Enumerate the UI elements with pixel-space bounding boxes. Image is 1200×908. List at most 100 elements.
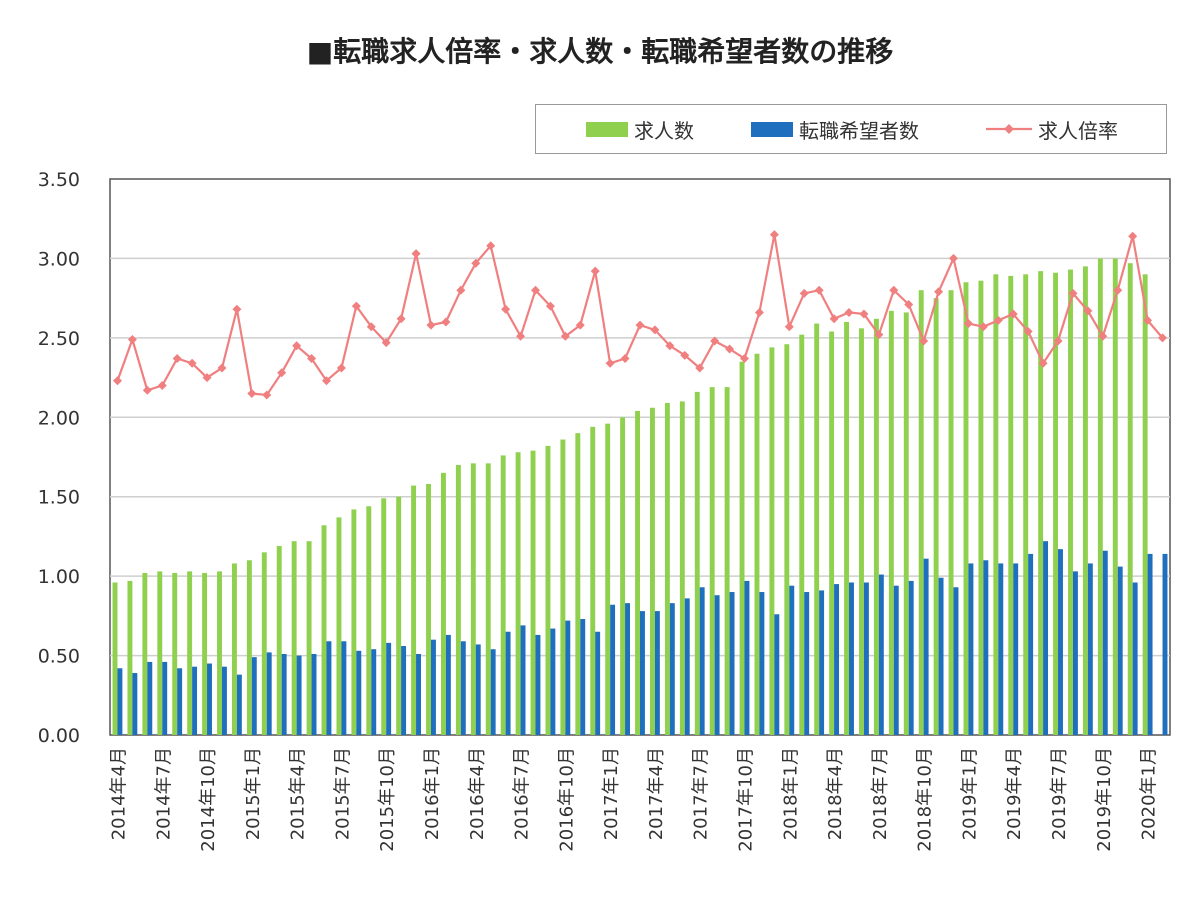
bar-job-openings bbox=[769, 347, 775, 735]
ratio-point bbox=[949, 253, 959, 263]
bar-job-openings bbox=[829, 331, 835, 735]
bar-job-seekers bbox=[789, 585, 795, 735]
bar-job-openings bbox=[963, 282, 969, 735]
bar-job-openings bbox=[1082, 266, 1088, 735]
bar-job-seekers bbox=[640, 611, 645, 735]
bar-job-seekers bbox=[893, 585, 899, 735]
y-tick-label: 1.00 bbox=[38, 566, 80, 588]
x-tick-label: 2017年10月 bbox=[736, 747, 757, 852]
bar-job-openings bbox=[888, 310, 894, 735]
x-tick-label: 2014年10月 bbox=[198, 747, 219, 852]
x-tick-label: 2019年7月 bbox=[1049, 747, 1070, 840]
bar-job-openings bbox=[560, 439, 566, 735]
bar-job-seekers bbox=[759, 592, 765, 735]
bar-job-openings bbox=[1023, 274, 1029, 735]
bar-job-openings bbox=[1097, 258, 1103, 735]
bar-job-seekers bbox=[625, 603, 630, 735]
ratio-point bbox=[112, 376, 122, 386]
ratio-point bbox=[530, 285, 540, 295]
ratio-point bbox=[1143, 315, 1153, 325]
bar-job-seekers bbox=[938, 577, 944, 735]
bar-job-openings bbox=[784, 344, 790, 735]
bar-job-openings bbox=[500, 455, 506, 735]
bar-job-seekers bbox=[1117, 566, 1123, 735]
bar-job-openings bbox=[709, 387, 715, 735]
ratio-point bbox=[232, 304, 242, 314]
bar-job-seekers bbox=[192, 666, 198, 735]
ratio-point bbox=[127, 334, 137, 344]
bar-job-openings bbox=[993, 274, 999, 735]
bar-job-seekers bbox=[1013, 563, 1019, 735]
x-tick-label: 2017年1月 bbox=[601, 747, 622, 840]
ratio-point bbox=[1113, 285, 1123, 295]
bar-job-openings bbox=[948, 290, 954, 735]
bar-job-openings bbox=[396, 496, 402, 735]
legend-label-job-seekers: 転職希望者数 bbox=[799, 118, 919, 143]
bar-job-seekers bbox=[699, 587, 705, 735]
bar-job-seekers bbox=[580, 619, 586, 735]
ratio-point bbox=[1128, 231, 1138, 241]
bar-job-seekers bbox=[595, 631, 601, 735]
bar-job-seekers bbox=[1058, 549, 1063, 735]
ratio-point bbox=[1068, 288, 1078, 298]
bar-job-openings bbox=[306, 541, 312, 735]
ratio-point bbox=[635, 320, 645, 330]
ratio-point bbox=[919, 336, 929, 346]
bar-job-seekers bbox=[177, 668, 183, 735]
ratio-point bbox=[934, 287, 944, 297]
x-tick-label: 2018年7月 bbox=[870, 747, 891, 840]
bar-job-seekers bbox=[1028, 553, 1034, 735]
bar-job-openings bbox=[142, 572, 148, 735]
x-tick-label: 2014年4月 bbox=[109, 747, 130, 840]
bar-job-seekers bbox=[1102, 550, 1108, 735]
ratio-point bbox=[784, 322, 794, 332]
ratio-point bbox=[187, 358, 197, 368]
ratio-point bbox=[814, 285, 824, 295]
ratio-point bbox=[307, 354, 317, 364]
bar-job-openings bbox=[261, 552, 267, 735]
bar-job-openings bbox=[679, 401, 685, 735]
ratio-point bbox=[277, 368, 287, 378]
bar-job-openings bbox=[351, 509, 357, 735]
ratio-point bbox=[1038, 358, 1048, 368]
bar-job-seekers bbox=[1147, 553, 1153, 735]
ratio-point bbox=[157, 381, 167, 391]
bar-job-seekers bbox=[1087, 563, 1093, 735]
ratio-point bbox=[710, 336, 720, 346]
bar-job-openings bbox=[664, 402, 670, 735]
bar-job-seekers bbox=[878, 574, 884, 735]
legend-item-job-openings: 求人数 bbox=[586, 105, 694, 153]
ratio-point bbox=[740, 354, 750, 364]
bar-job-openings bbox=[127, 580, 133, 735]
bar-job-openings bbox=[485, 463, 491, 735]
bar-job-openings bbox=[202, 572, 208, 735]
bar-job-seekers bbox=[849, 582, 854, 735]
ratio-point bbox=[142, 385, 152, 395]
bar-job-seekers bbox=[714, 595, 720, 735]
bar-job-seekers bbox=[356, 650, 362, 735]
bar-job-openings bbox=[575, 433, 581, 735]
ratio-point bbox=[978, 322, 988, 332]
y-tick-label: 2.00 bbox=[38, 407, 80, 429]
ratio-point bbox=[665, 341, 675, 351]
ratio-point bbox=[650, 325, 660, 335]
bar-job-seekers bbox=[1132, 582, 1138, 735]
ratio-point bbox=[1158, 333, 1168, 343]
bar-job-openings bbox=[590, 426, 596, 735]
bar-job-openings bbox=[650, 407, 655, 735]
bar-job-seekers bbox=[341, 641, 347, 735]
ratio-point bbox=[859, 309, 869, 319]
bar-job-seekers bbox=[923, 558, 929, 735]
ratio-point bbox=[202, 373, 212, 383]
ratio-point bbox=[1008, 309, 1018, 319]
ratio-point bbox=[1083, 306, 1093, 316]
ratio-point bbox=[396, 314, 406, 324]
bar-job-openings bbox=[1053, 272, 1059, 735]
bar-job-openings bbox=[978, 280, 984, 735]
bar-job-openings bbox=[844, 321, 850, 735]
bar-job-openings bbox=[157, 571, 163, 735]
bar-job-seekers bbox=[565, 620, 571, 735]
x-tick-label: 2019年10月 bbox=[1094, 747, 1115, 852]
legend-item-ratio: 求人倍率 bbox=[986, 105, 1118, 153]
